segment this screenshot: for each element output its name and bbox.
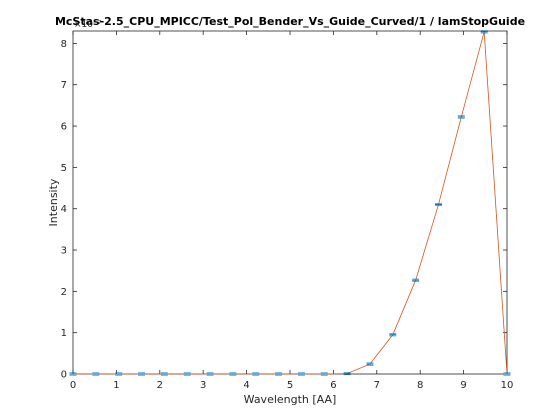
data-point <box>366 362 374 366</box>
y-axis-exponent: ×10⁻⁷ <box>74 20 102 30</box>
data-point <box>457 115 465 119</box>
y-tick-label: 6 <box>61 122 67 133</box>
x-tick-label: 4 <box>243 380 249 391</box>
x-tick-label: 10 <box>501 380 514 391</box>
y-tick-label: 1 <box>61 328 67 339</box>
data-point <box>183 372 191 376</box>
data-point <box>412 278 420 282</box>
x-tick-label: 2 <box>157 380 163 391</box>
data-point <box>229 372 237 376</box>
data-point <box>92 372 100 376</box>
data-point <box>115 372 123 376</box>
x-tick-label: 5 <box>287 380 293 391</box>
axis-ticks: 0 1 2 3 4 5 6 7 8 9 10 0 1 2 3 4 5 6 7 8 <box>61 31 514 391</box>
x-tick-label: 1 <box>113 380 119 391</box>
y-tick-label: 8 <box>61 39 67 50</box>
data-point <box>160 372 168 376</box>
y-tick-label: 0 <box>61 370 67 381</box>
x-tick-label: 8 <box>417 380 423 391</box>
x-tick-label: 7 <box>374 380 380 391</box>
data-point <box>275 372 283 376</box>
y-tick-label: 4 <box>61 204 67 215</box>
data-point <box>252 372 260 376</box>
data-point <box>69 372 77 376</box>
x-tick-label: 0 <box>70 380 76 391</box>
data-point <box>206 372 214 376</box>
x-tick-label: 3 <box>200 380 206 391</box>
x-axis-label: Wavelength [AA] <box>244 393 337 406</box>
y-axis-label: Intensity <box>47 178 60 226</box>
series-line <box>73 31 508 375</box>
data-point <box>503 372 511 376</box>
y-tick-label: 2 <box>61 287 67 298</box>
data-point <box>138 372 146 376</box>
y-tick-label: 7 <box>61 80 67 91</box>
data-point <box>320 372 328 376</box>
y-tick-label: 5 <box>61 163 67 174</box>
data-point <box>343 372 351 376</box>
plot-area <box>72 30 508 375</box>
data-point <box>480 30 488 34</box>
chart-title: McStas-2.5_CPU_MPICC/Test_Pol_Bender_Vs_… <box>55 15 525 28</box>
y-tick-label: 3 <box>61 246 67 257</box>
data-point <box>434 203 442 207</box>
x-tick-label: 9 <box>460 380 466 391</box>
series-layer <box>69 30 511 376</box>
data-point <box>389 333 397 337</box>
x-tick-label: 6 <box>330 380 336 391</box>
data-point <box>297 372 305 376</box>
